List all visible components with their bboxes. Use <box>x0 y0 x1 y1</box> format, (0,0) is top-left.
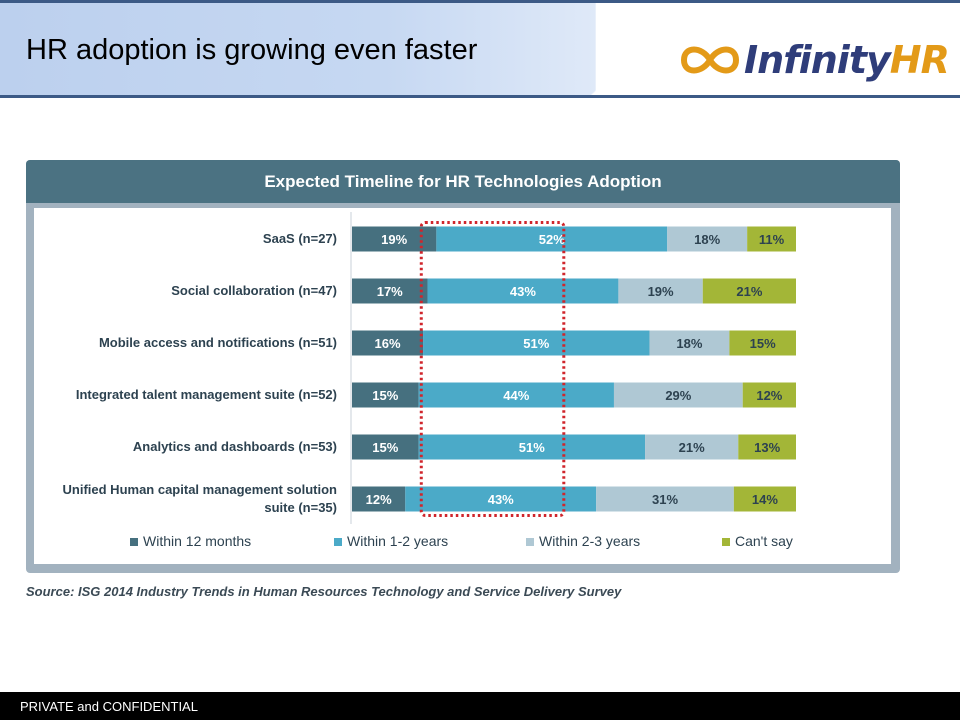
bar-segment <box>352 486 406 512</box>
legend-label: Within 2-3 years <box>539 533 640 549</box>
data-label: 13% <box>754 440 780 455</box>
bar-segment <box>352 278 428 304</box>
data-label: 16% <box>375 336 401 351</box>
slide-title: HR adoption is growing even faster <box>26 34 478 66</box>
bar-segment <box>649 330 730 356</box>
top-rule <box>0 0 960 3</box>
logo-word-hr: HR <box>889 38 950 82</box>
infinity-icon <box>680 46 740 74</box>
data-label: 43% <box>510 284 536 299</box>
data-label: 18% <box>694 232 720 247</box>
category-label: Mobile access and notifications (n=51) <box>99 335 337 350</box>
bar-segment <box>729 330 796 356</box>
stacked-bar-chart: SaaS (n=27) 19% 52% 18% 11% Social collaborat… <box>63 212 796 549</box>
bar-segment <box>667 226 748 252</box>
category-label: SaaS (n=27) <box>263 231 337 246</box>
legend-swatch <box>526 538 534 546</box>
bar-segment <box>352 382 419 408</box>
header-diagonal <box>590 3 690 96</box>
bar-segment <box>436 226 668 252</box>
category-label: Analytics and dashboards (n=53) <box>133 439 337 454</box>
chart-panel: SaaS (n=27) 19% 52% 18% 11% Social collaborat… <box>34 208 891 564</box>
bar-segment <box>702 278 796 304</box>
legend-swatch <box>334 538 342 546</box>
data-label: 51% <box>523 336 549 351</box>
source-note: Source: ISG 2014 Industry Trends in Huma… <box>26 584 622 599</box>
data-label: 19% <box>648 284 674 299</box>
chart-title-bar: Expected Timeline for HR Technologies Ad… <box>26 160 900 203</box>
data-label: 12% <box>756 388 782 403</box>
highlight-box <box>419 221 566 517</box>
logo-wordmark: InfinityHR <box>744 38 950 82</box>
bar-segment <box>423 330 650 356</box>
category-label: Integrated talent management suite (n=52… <box>76 387 337 402</box>
bar-segment <box>733 486 796 512</box>
data-label: 29% <box>665 388 691 403</box>
bar-segment <box>352 330 424 356</box>
legend-label: Within 12 months <box>143 533 251 549</box>
bar-segment <box>596 486 734 512</box>
bar-segment <box>747 226 796 252</box>
data-label: 14% <box>752 492 778 507</box>
bar-segment <box>427 278 619 304</box>
bar-segment <box>418 382 614 408</box>
data-label: 44% <box>503 388 529 403</box>
chart-title: Expected Timeline for HR Technologies Ad… <box>264 172 662 191</box>
data-label: 15% <box>372 440 398 455</box>
chart-frame: Expected Timeline for HR Technologies Ad… <box>26 160 900 573</box>
data-label: 21% <box>736 284 762 299</box>
header-band <box>0 3 960 96</box>
data-label: 21% <box>679 440 705 455</box>
bar-segment <box>738 434 796 460</box>
bar-segment <box>352 434 419 460</box>
data-label: 31% <box>652 492 678 507</box>
legend-label: Can't say <box>735 533 793 549</box>
legend-swatch <box>722 538 730 546</box>
data-label: 15% <box>372 388 398 403</box>
data-label: 12% <box>366 492 392 507</box>
bar-segment <box>645 434 739 460</box>
legend-label: Within 1-2 years <box>347 533 448 549</box>
category-label: Social collaboration (n=47) <box>171 283 337 298</box>
bar-segment <box>742 382 796 408</box>
legend-swatch <box>130 538 138 546</box>
bar-segment <box>418 434 646 460</box>
header-rule <box>0 95 960 98</box>
bar-segment <box>613 382 743 408</box>
data-label: 17% <box>377 284 403 299</box>
data-label: 51% <box>519 440 545 455</box>
data-label: 11% <box>759 232 785 247</box>
infinityhr-logo: InfinityHR <box>678 34 954 86</box>
data-label: 18% <box>676 336 702 351</box>
category-label: Unified Human capital management solutio… <box>63 482 338 515</box>
logo-word-infinity: Infinity <box>744 38 891 82</box>
data-label: 19% <box>381 232 407 247</box>
bar-segment <box>618 278 703 304</box>
data-label: 15% <box>750 336 776 351</box>
data-label: 43% <box>488 492 514 507</box>
data-label: 52% <box>539 232 565 247</box>
footer-confidential: PRIVATE and CONFIDENTIAL <box>20 699 198 714</box>
footer-bar: PRIVATE and CONFIDENTIAL <box>0 692 960 720</box>
